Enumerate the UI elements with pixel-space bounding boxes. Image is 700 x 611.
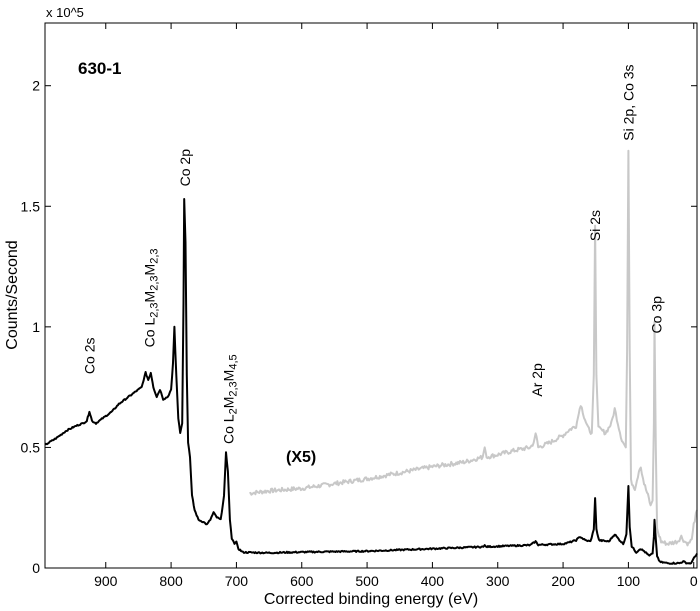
plot-area: 900 800 700 600 500 400 300 200 100 000.511.52Co …: [21, 22, 698, 589]
x-tick-label: 600: [290, 573, 314, 589]
y-tick-label: 0.5: [21, 439, 41, 455]
x-tick-label: 0: [690, 573, 698, 589]
peak-label-subscript: 2,3: [149, 275, 161, 290]
y-axis-label: Counts/Second: [4, 240, 21, 349]
peak-label: Co L2M2,3M4,5: [221, 354, 240, 444]
y-tick-label: 1: [32, 319, 40, 335]
y-tick-label: 1.5: [21, 198, 41, 214]
y-tick-label: 2: [32, 78, 40, 94]
peak-label-text: M: [142, 291, 158, 303]
chart-title: 630-1: [78, 59, 121, 78]
peak-label: Co 2s: [81, 337, 97, 374]
peak-label-text: Co L: [221, 414, 237, 444]
peak-label-text: M: [221, 370, 237, 382]
peak-label-subscript: 2: [228, 408, 240, 414]
spectrum-line-x5: [249, 149, 698, 547]
x-tick-label: 100: [617, 573, 641, 589]
peak-label-subscript: 2,3: [149, 249, 161, 264]
peak-label-text: Co 2p: [177, 149, 193, 187]
peak-label-subscript: 2,3: [228, 381, 240, 396]
x-tick-label: 400: [421, 573, 445, 589]
x-tick-label: 300: [486, 573, 510, 589]
peak-label: Co 2p: [177, 149, 193, 187]
peak-label-text: M: [221, 397, 237, 409]
peak-label-subscript: 4,5: [228, 354, 240, 369]
peak-label-text: Ar 2p: [529, 363, 545, 397]
scale-note: (X5): [286, 449, 316, 466]
peak-label: Co 3p: [648, 296, 664, 334]
peak-label-text: Si 2p, Co 3s: [620, 64, 636, 140]
spectrum-line: [44, 198, 698, 565]
peak-label-text: Co 3p: [648, 296, 664, 334]
x-axis-label: Corrected binding energy (eV): [264, 591, 478, 608]
peak-label-text: M: [142, 264, 158, 276]
peak-label-text: Co L: [142, 318, 158, 348]
x-tick-label: 800: [159, 573, 183, 589]
x-tick-label: 200: [551, 573, 575, 589]
y-tick-label: 0: [32, 560, 40, 576]
x-tick-label: 900: [94, 573, 118, 589]
x-tick-label: 700: [225, 573, 249, 589]
peak-label: Si 2s: [587, 210, 603, 241]
peak-label-subscript: 2,3: [149, 302, 161, 317]
peak-label: Co L2,3M2,3M2,3: [142, 249, 161, 348]
y-multiplier: x 10^5: [46, 5, 84, 20]
peak-label: Si 2p, Co 3s: [620, 64, 636, 140]
peak-label-text: Si 2s: [587, 210, 603, 241]
peak-label: Ar 2p: [529, 363, 545, 397]
plot-frame: [44, 22, 698, 569]
peak-label-text: Co 2s: [81, 337, 97, 374]
x-tick-label: 500: [355, 573, 379, 589]
